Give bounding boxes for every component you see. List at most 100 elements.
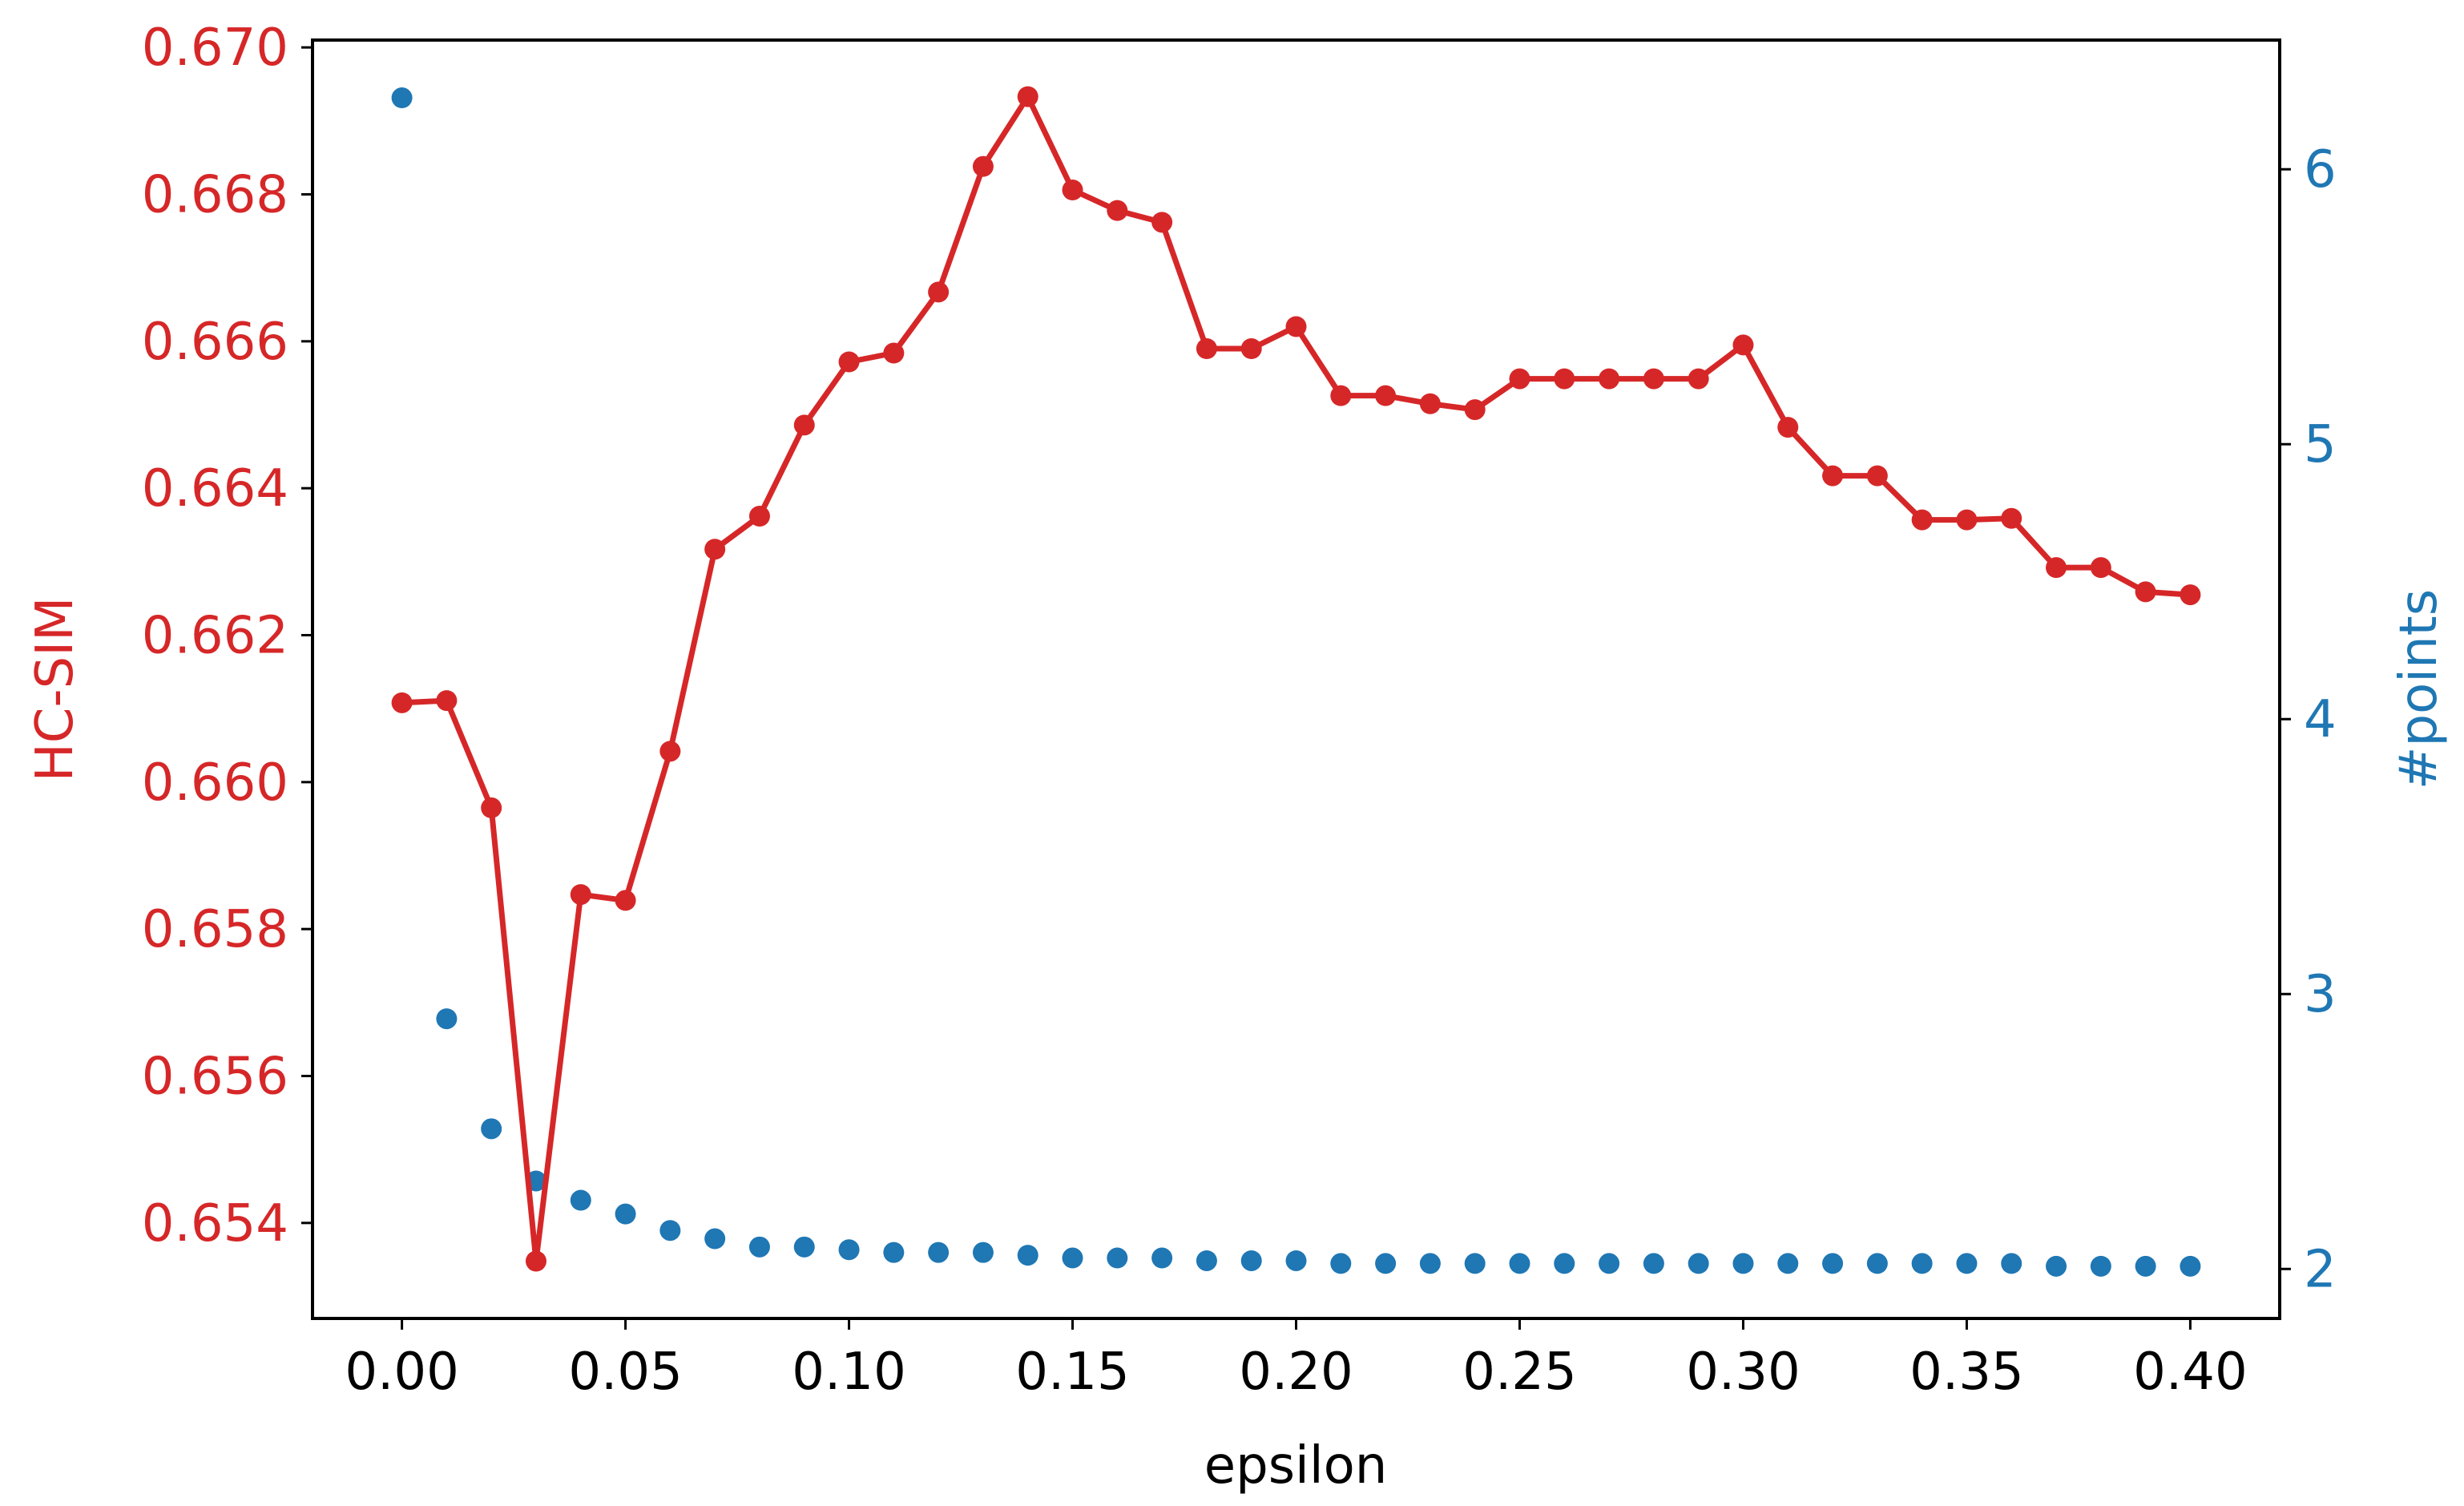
points-count-point — [659, 1220, 681, 1242]
points-count-point — [1017, 1245, 1038, 1266]
hc-sim-point — [615, 890, 636, 911]
points-count-point — [1956, 1253, 1978, 1274]
hc-sim-point — [2180, 584, 2201, 606]
points-count-point — [2090, 1255, 2111, 1277]
hc-sim-point — [1464, 399, 1486, 421]
left-y-axis-title: HC-SIM — [26, 597, 85, 782]
x-tick-label: 0.20 — [1239, 1342, 1353, 1402]
x-tick-label: 0.10 — [792, 1342, 906, 1402]
left-y-tick-label: 0.666 — [142, 313, 288, 372]
hc-sim-point — [2090, 557, 2111, 579]
points-count-point — [1285, 1250, 1307, 1271]
points-count-point — [2180, 1255, 2201, 1277]
hc-sim-point — [481, 797, 502, 818]
points-count-point — [1375, 1253, 1397, 1274]
points-count-point — [748, 1236, 770, 1258]
hc-sim-point — [1509, 368, 1530, 390]
hc-sim-point — [1151, 212, 1173, 233]
hc-sim-point — [525, 1250, 546, 1272]
hc-sim-point — [2001, 507, 2022, 529]
points-count-point — [1062, 1247, 1083, 1269]
points-count-point — [570, 1189, 591, 1211]
hc-sim-point — [1419, 393, 1441, 414]
points-count-point — [883, 1242, 905, 1263]
hc-sim-point — [1732, 334, 1754, 356]
hc-sim-point — [1062, 180, 1083, 200]
points-count-point — [1732, 1253, 1754, 1274]
right-y-tick-label: 3 — [2304, 965, 2337, 1024]
hc-sim-point — [1375, 385, 1397, 406]
left-y-tick-label: 0.654 — [142, 1194, 288, 1254]
right-y-tick-label: 4 — [2304, 690, 2337, 749]
hc-sim-point — [1911, 509, 1933, 531]
hc-sim-point — [2046, 557, 2067, 579]
hc-sim-point — [793, 414, 815, 436]
left-y-axis-ticks: 0.654 0.656 0.658 0.660 0.662 0.664 0.666 0.668… — [142, 18, 313, 1254]
points-count-point — [436, 1008, 458, 1030]
hc-sim-point — [2135, 581, 2156, 603]
x-tick-label: 0.35 — [1909, 1342, 2024, 1402]
points-count-point — [1777, 1253, 1799, 1274]
hc-sim-point — [1599, 368, 1620, 390]
x-tick-label: 0.40 — [2133, 1342, 2248, 1402]
x-tick-label: 0.30 — [1686, 1342, 1801, 1402]
points-count-point — [1107, 1247, 1128, 1269]
hc-sim-point — [1822, 465, 1844, 487]
hc-sim-point — [1240, 338, 1262, 359]
hc-sim-point — [1866, 465, 1888, 487]
left-y-tick-label: 0.658 — [142, 900, 288, 959]
points-count-point — [838, 1239, 860, 1261]
hc-sim-point — [1017, 86, 1038, 107]
points-count-point — [1240, 1250, 1262, 1271]
hc-sim-point — [748, 506, 770, 527]
x-axis-ticks: 0.00 0.05 0.10 0.15 0.20 0.25 0.30 0.35 0.40 — [345, 1318, 2248, 1402]
hc-sim-point — [883, 342, 905, 364]
hc-sim-point — [1107, 200, 1128, 221]
points-count-point — [2135, 1255, 2156, 1277]
points-count-point — [2046, 1255, 2067, 1277]
points-count-point — [928, 1242, 950, 1263]
hc-sim-point — [570, 884, 591, 906]
x-tick-label: 0.25 — [1462, 1342, 1577, 1402]
hc-sim-point — [928, 281, 950, 303]
x-tick-label: 0.00 — [345, 1342, 459, 1402]
hc-sim-point — [1643, 368, 1664, 390]
left-y-tick-label: 0.664 — [142, 459, 288, 519]
left-y-tick-label: 0.670 — [142, 18, 288, 78]
points-count-point — [704, 1228, 726, 1250]
right-y-axis-title: #points — [2389, 589, 2449, 789]
x-axis-title: epsilon — [1204, 1436, 1388, 1496]
hc-sim-point — [704, 539, 726, 560]
points-count-point — [1688, 1253, 1709, 1274]
left-y-tick-label: 0.656 — [142, 1048, 288, 1107]
points-count-point — [1330, 1253, 1352, 1274]
points-count-point — [1151, 1247, 1173, 1269]
hc-sim-point — [436, 690, 458, 712]
points-count-point — [1509, 1253, 1530, 1274]
points-scatter-series — [391, 87, 2201, 1277]
points-count-point — [1866, 1253, 1888, 1274]
right-y-tick-label: 6 — [2304, 140, 2337, 200]
points-count-point — [481, 1118, 502, 1140]
hc-sim-point — [838, 351, 860, 373]
points-count-point — [1822, 1253, 1844, 1274]
x-tick-label: 0.05 — [568, 1342, 683, 1402]
hc-sim-point — [1777, 417, 1799, 438]
left-y-tick-label: 0.660 — [142, 753, 288, 813]
hc-sim-point — [1330, 385, 1352, 406]
points-count-point — [1911, 1253, 1933, 1274]
right-y-axis-ticks: 2 3 4 5 6 — [2280, 140, 2337, 1299]
left-y-tick-label: 0.668 — [142, 166, 288, 225]
hc-sim-point — [659, 741, 681, 762]
points-count-point — [391, 87, 413, 109]
points-count-point — [793, 1236, 815, 1258]
points-count-point — [615, 1203, 636, 1225]
points-count-point — [972, 1242, 994, 1263]
left-y-tick-label: 0.662 — [142, 607, 288, 666]
hc-sim-point — [1688, 368, 1709, 390]
right-y-tick-label: 5 — [2304, 415, 2337, 474]
points-count-point — [1643, 1253, 1664, 1274]
points-count-point — [1599, 1253, 1620, 1274]
